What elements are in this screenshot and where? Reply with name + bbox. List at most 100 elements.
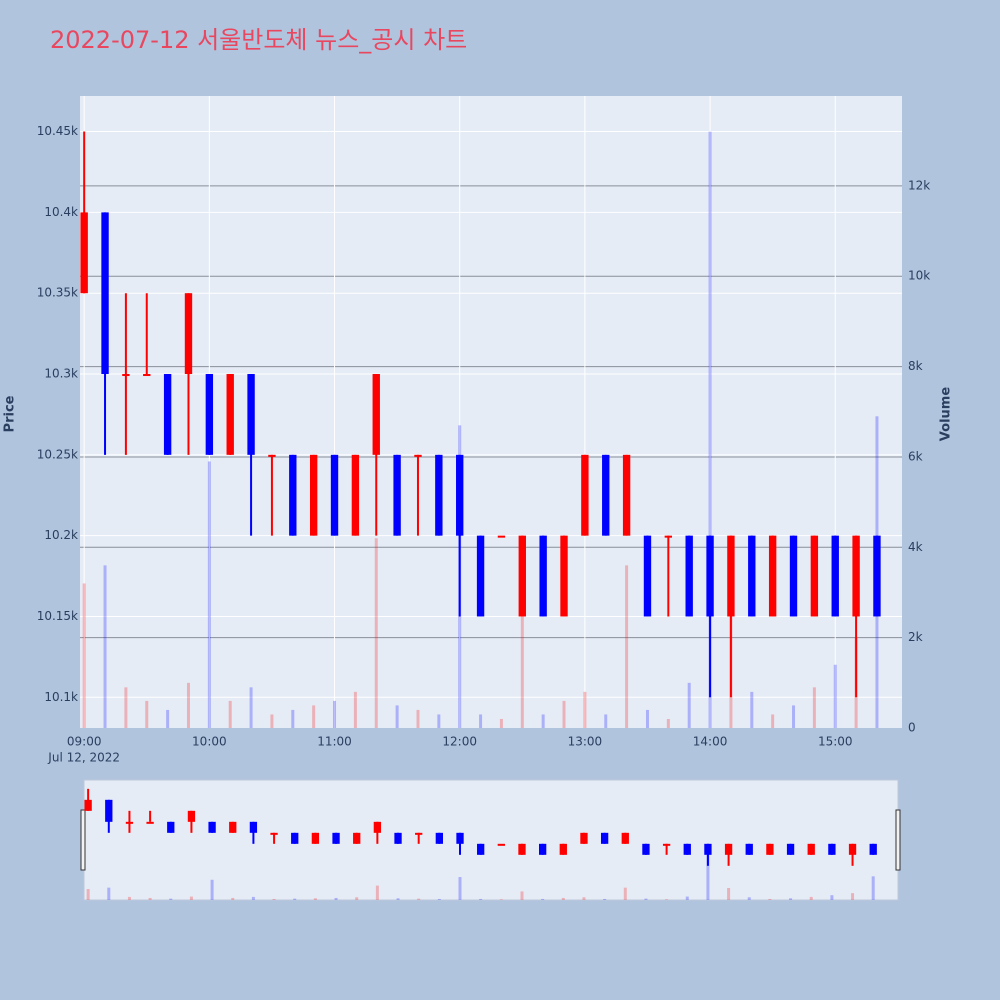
volume-bar <box>86 889 90 900</box>
candle-body <box>622 454 631 536</box>
candle-body <box>518 843 526 855</box>
volume-bar <box>625 565 629 728</box>
candle-body <box>435 832 444 844</box>
candle-body <box>807 843 815 855</box>
volume-bar <box>249 687 253 728</box>
candle-body <box>745 843 753 855</box>
volume-bar <box>231 897 235 900</box>
volume-bar <box>499 718 503 728</box>
volume-bar <box>665 899 669 900</box>
candle-body <box>101 212 109 375</box>
y2-tick-label: 8k <box>908 359 923 373</box>
volume-bar <box>103 565 107 728</box>
volume-bar <box>685 896 689 900</box>
volume-bar <box>416 709 420 728</box>
slider-handle[interactable] <box>80 809 86 871</box>
candle-body <box>205 374 214 455</box>
candle-body <box>167 821 175 833</box>
candle-body <box>415 832 423 835</box>
candle-body <box>518 535 526 617</box>
volume-bar <box>623 887 627 900</box>
volume-bar <box>541 898 545 900</box>
candle-body <box>869 843 877 855</box>
candle-body <box>143 374 151 377</box>
candle-body <box>664 535 673 538</box>
candle-body <box>685 535 693 617</box>
x-tick-label: 15:00 <box>818 735 853 749</box>
x-tick-label: 14:00 <box>693 735 728 749</box>
candle-body <box>184 293 193 375</box>
volume-bar <box>210 879 214 900</box>
volume-bar <box>583 691 587 728</box>
volume-bar <box>645 709 649 728</box>
candle-body <box>560 535 568 617</box>
candle-body <box>477 843 485 855</box>
y2-tick-label: 10k <box>908 269 930 283</box>
volume-bar <box>374 538 378 728</box>
candle-body <box>84 799 92 811</box>
chart-title: 2022-07-12 서울반도체 뉴스_공시 차트 <box>50 26 467 54</box>
volume-bar <box>582 897 586 900</box>
candle-body <box>476 535 485 617</box>
volume-bar <box>270 714 274 728</box>
volume-bar <box>747 897 751 900</box>
volume-bar <box>124 687 128 728</box>
volume-bar <box>603 898 607 900</box>
candle-body <box>208 821 216 833</box>
candle-body <box>559 843 567 855</box>
y-tick-label: 10.2k <box>44 528 78 542</box>
volume-bar <box>812 687 816 728</box>
volume-bar <box>417 898 421 900</box>
candle-body <box>311 832 320 844</box>
range-slider[interactable] <box>83 779 899 901</box>
candle-body <box>289 454 297 536</box>
volume-bar <box>166 709 170 728</box>
candle-body <box>435 454 443 536</box>
volume-bar <box>727 887 731 900</box>
candle-body <box>270 832 278 835</box>
candle-body <box>247 374 255 455</box>
candle-body <box>852 535 860 617</box>
y-tick-label: 10.25k <box>37 447 78 461</box>
volume-bar <box>353 691 357 728</box>
y-tick-label: 10.1k <box>44 690 78 704</box>
candle-body <box>394 832 402 844</box>
candle-body <box>249 821 258 833</box>
candle-body <box>456 454 464 536</box>
volume-bar <box>541 714 545 728</box>
volume-bar <box>520 615 524 728</box>
candle-body <box>539 535 547 617</box>
y2-axis-title: Volume <box>939 387 954 442</box>
candle-body <box>309 454 318 536</box>
candle-body <box>330 454 339 536</box>
candle-body <box>727 535 735 617</box>
volume-bar <box>82 583 86 728</box>
y-tick-label: 10.4k <box>44 205 78 219</box>
volume-bar <box>186 682 190 728</box>
volume-bar <box>687 682 691 728</box>
x-date-label: Jul 12, 2022 <box>47 751 120 765</box>
volume-bar <box>830 895 834 900</box>
slider-handle[interactable] <box>895 809 901 871</box>
y-tick-label: 10.3k <box>44 367 78 381</box>
volume-bar <box>458 877 462 900</box>
candle-body <box>724 843 733 855</box>
candle-body <box>146 821 154 824</box>
volume-bar <box>169 898 173 900</box>
candle-body <box>456 832 464 844</box>
candle-body <box>580 832 588 844</box>
volume-bar <box>561 897 565 900</box>
volume-bar <box>833 664 837 728</box>
volume-bar <box>809 896 813 900</box>
volume-bar <box>771 714 775 728</box>
y-tick-label: 10.35k <box>37 286 78 300</box>
candle-body <box>226 374 234 455</box>
candle-body <box>372 374 380 455</box>
volume-bar <box>708 131 712 728</box>
y2-tick-label: 6k <box>908 449 923 463</box>
y2-tick-label: 0 <box>908 721 916 735</box>
volume-bar <box>272 898 276 900</box>
volume-bar <box>148 897 152 900</box>
candle-body <box>766 843 774 855</box>
